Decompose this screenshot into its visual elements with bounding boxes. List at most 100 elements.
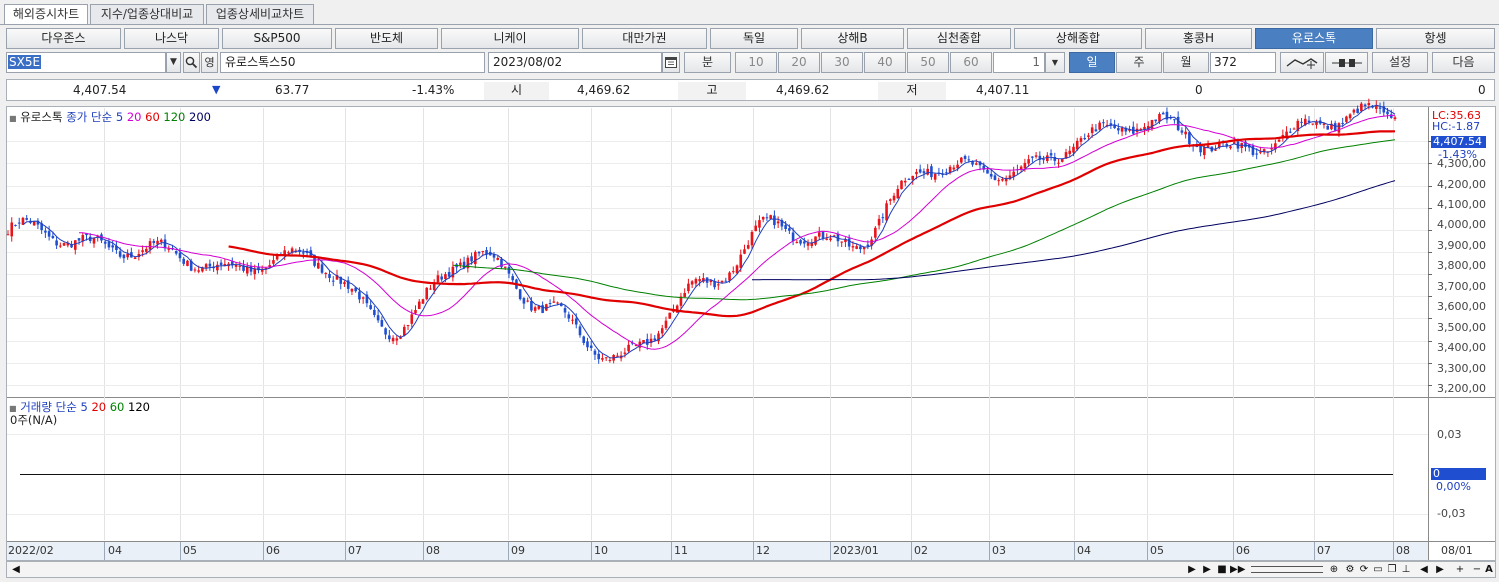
date-tick: 08/01 (1441, 544, 1473, 557)
candle-body (1094, 129, 1098, 132)
candle-body (896, 188, 900, 199)
volume-tick-bottom: -0,03 (1437, 507, 1466, 520)
minute-10-button[interactable]: 10 (735, 52, 777, 73)
candle-body (709, 280, 713, 283)
candle-body (885, 203, 888, 221)
date-tick: 12 (756, 544, 770, 557)
minute-60-button[interactable]: 60 (950, 52, 992, 73)
fast-forward-icon[interactable]: ▶▶ (1230, 564, 1246, 575)
chart-panel[interactable] (6, 106, 1496, 561)
candle-body (1053, 156, 1057, 161)
candle-body (776, 221, 780, 224)
subtract-icon[interactable]: − (1472, 564, 1482, 575)
candle-body (500, 259, 503, 268)
period-day-button[interactable]: 일 (1069, 52, 1115, 73)
market-button-hongkong-h[interactable]: 홍콩H (1145, 28, 1252, 49)
minute-button[interactable]: 분 (684, 52, 731, 73)
candle-body (1083, 138, 1087, 140)
candle-body (817, 232, 821, 237)
candle-body (1120, 127, 1124, 132)
candle-body (186, 260, 189, 266)
ma-20: 20 (126, 110, 142, 124)
market-button-shanghai[interactable]: 상해종합 (1014, 28, 1142, 49)
chart-scrollbar[interactable]: ◀ ▶ ▶ ■ ▶▶ ⊕ ⚙ ⟳ ▭ ❐ ⊥ ◀ ▶ + − A (6, 561, 1496, 578)
market-button-nasdaq[interactable]: 나스닥 (124, 28, 219, 49)
candle-body (466, 257, 470, 269)
minute-40-button[interactable]: 40 (864, 52, 906, 73)
market-button-shanghai-b[interactable]: 상해B (801, 28, 904, 49)
zoom-slider[interactable] (1251, 566, 1323, 573)
date-tick: 08 (1396, 544, 1410, 557)
next-page-icon[interactable]: ▶ (1436, 564, 1444, 575)
count-field[interactable]: 372 (1210, 52, 1276, 73)
settings-gear-icon[interactable]: ⚙ (1345, 564, 1355, 575)
date-tick: 04 (1077, 544, 1091, 557)
period-week-button[interactable]: 주 (1116, 52, 1162, 73)
ma-120: 120 (163, 110, 186, 124)
ma-60: 60 (145, 110, 160, 124)
market-button-eurostoxx[interactable]: 유로스톡 (1255, 28, 1373, 49)
market-button-nikkei[interactable]: 니케이 (441, 28, 579, 49)
play-icon[interactable]: ▶ (1203, 564, 1211, 575)
extra-value: 0 (1478, 83, 1486, 97)
tab-sector-detail[interactable]: 업종상세비교차트 (206, 4, 314, 24)
minute-20-button[interactable]: 20 (778, 52, 820, 73)
stop-icon[interactable]: ■ (1217, 564, 1227, 575)
pin-icon[interactable]: ⊥ (1401, 564, 1411, 575)
period-month-button[interactable]: 월 (1163, 52, 1209, 73)
candle-body (6, 234, 10, 236)
prev-icon[interactable]: ◀ (1420, 564, 1428, 575)
date-field[interactable]: 2023/08/02 (488, 52, 662, 73)
candle-toggle-icon[interactable] (1325, 52, 1368, 73)
english-toggle[interactable]: 영 (201, 52, 218, 73)
font-icon[interactable]: A (1485, 564, 1493, 575)
zoom-in-icon[interactable]: ⊕ (1329, 564, 1339, 575)
restore-icon[interactable]: ❐ (1387, 564, 1397, 575)
market-button-sp500[interactable]: S&P500 (222, 28, 332, 49)
market-button-hangseng[interactable]: 항셍 (1376, 28, 1495, 49)
scroll-right-icon[interactable]: ▶ (1188, 564, 1196, 575)
candle-body (948, 166, 952, 173)
market-button-taiwan[interactable]: 대만가권 (582, 28, 707, 49)
tab-overseas-chart[interactable]: 해외증시차트 (4, 4, 88, 25)
candle-body (642, 340, 645, 344)
market-button-semiconductor[interactable]: 반도체 (335, 28, 438, 49)
volume-tick-top: 0,03 (1437, 428, 1462, 441)
candle-body (358, 291, 361, 300)
minute-50-button[interactable]: 50 (907, 52, 949, 73)
symbol-dropdown-icon[interactable]: ▼ (166, 52, 181, 73)
candle-body (73, 240, 77, 250)
candle-body (810, 242, 814, 246)
candle-body (982, 165, 986, 170)
calendar-icon[interactable] (662, 52, 680, 73)
step-dropdown-icon[interactable]: ▼ (1045, 52, 1065, 73)
add-icon[interactable]: + (1455, 564, 1465, 575)
next-button[interactable]: 다음 (1432, 52, 1495, 73)
scroll-left-icon[interactable]: ◀ (12, 564, 20, 575)
candle-body (1292, 128, 1296, 130)
window-icon[interactable]: ▭ (1373, 564, 1383, 575)
market-button-dow[interactable]: 다우존스 (6, 28, 121, 49)
settings-button[interactable]: 설정 (1372, 52, 1428, 73)
candle-body (219, 262, 223, 265)
candle-body (126, 253, 129, 258)
minute-30-button[interactable]: 30 (821, 52, 863, 73)
candle-body (829, 238, 832, 241)
line-chart-toggle-icon[interactable] (1280, 52, 1324, 73)
step-field[interactable]: 1 (993, 52, 1045, 73)
candle-body (137, 253, 141, 258)
tab-index-compare[interactable]: 지수/업종상대비교 (90, 4, 204, 24)
candle-body (197, 270, 200, 272)
market-button-germany[interactable]: 독일 (710, 28, 798, 49)
candle-body (1259, 151, 1262, 153)
market-button-shenzhen[interactable]: 심천종합 (907, 28, 1011, 49)
candle-body (814, 236, 817, 245)
candle-body (567, 314, 571, 319)
candle-body (586, 341, 589, 348)
symbol-combo[interactable]: SX5E (6, 52, 166, 73)
search-icon[interactable] (183, 52, 200, 73)
candle-body (302, 252, 305, 254)
refresh-icon[interactable]: ⟳ (1359, 564, 1369, 575)
candle-body (945, 172, 948, 174)
